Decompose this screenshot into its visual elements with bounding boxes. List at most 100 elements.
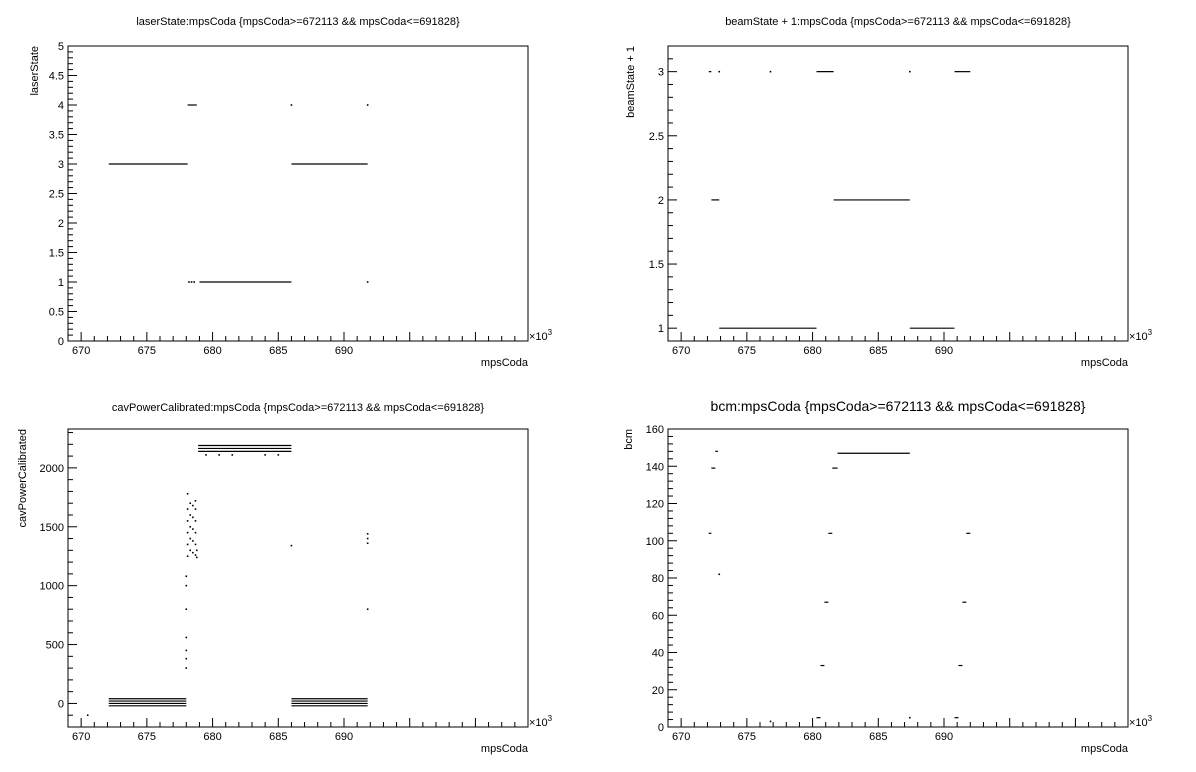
data-point [194, 554, 197, 556]
y-tick-label: 500 [46, 640, 64, 652]
y-axis-label: bcm [623, 429, 635, 450]
data-point [185, 584, 188, 587]
data-point [290, 544, 293, 547]
y-tick-label: 2.5 [649, 131, 664, 143]
data-point [192, 516, 194, 519]
data-point [188, 281, 190, 283]
panel-beamState: beamState + 1:mpsCoda {mpsCoda>=672113 &… [625, 16, 1153, 369]
data-point [189, 502, 192, 505]
y-tick-label: 160 [646, 424, 664, 436]
x-tick-label: 685 [869, 731, 887, 743]
data-point [189, 514, 192, 516]
y-axis-label: cavPowerCalibrated [17, 429, 29, 527]
x-axis-label: mpsCoda [481, 743, 529, 755]
x-tick-label: 685 [269, 345, 287, 357]
data-point [366, 533, 369, 535]
data-point [185, 575, 188, 578]
data-point [189, 525, 192, 528]
y-tick-label: 4.5 [49, 71, 64, 83]
x-tick-label: 670 [672, 345, 690, 357]
data-point [277, 454, 280, 456]
data-point [186, 543, 189, 546]
x-tick-label: 675 [738, 345, 756, 357]
chart-title: beamState + 1:mpsCoda {mpsCoda>=672113 &… [725, 16, 1071, 28]
data-point [186, 531, 189, 534]
y-axis-label: laserState [29, 46, 41, 96]
x-tick-label: 680 [203, 731, 221, 743]
y-tick-label: 20 [652, 685, 664, 697]
data-point [909, 70, 911, 73]
x-tick-label: 680 [203, 345, 221, 357]
x-tick-label: 685 [269, 731, 287, 743]
y-tick-label: 0 [58, 336, 64, 348]
chart-title: cavPowerCalibrated:mpsCoda {mpsCoda>=672… [112, 402, 485, 414]
y-tick-label: 2.5 [49, 189, 64, 201]
data-point [193, 281, 195, 283]
data-point [366, 608, 369, 611]
y-tick-label: 0 [658, 722, 664, 734]
y-tick-label: 140 [646, 461, 664, 473]
data-point [186, 520, 189, 522]
y-tick-label: 80 [652, 573, 664, 585]
chart-title: bcm:mpsCoda {mpsCoda>=672113 && mpsCoda<… [711, 398, 1086, 414]
data-point [192, 551, 194, 554]
data-point [366, 281, 369, 283]
data-point [86, 714, 89, 717]
y-tick-label: 1500 [40, 522, 64, 534]
data-point [189, 549, 192, 552]
data-point [366, 537, 369, 540]
chart-title: laserState:mpsCoda {mpsCoda>=672113 && m… [136, 16, 460, 28]
x-tick-label: 690 [935, 731, 953, 743]
data-point [185, 636, 188, 639]
data-point [185, 667, 188, 669]
x-tick-label: 690 [335, 731, 353, 743]
x-tick-label: 690 [935, 345, 953, 357]
data-point [190, 281, 193, 283]
data-point [909, 716, 911, 719]
data-point [231, 454, 234, 456]
data-point [194, 500, 197, 502]
data-point [194, 531, 197, 534]
data-point [194, 508, 197, 510]
x-tick-label: 690 [335, 345, 353, 357]
y-tick-label: 2 [58, 218, 64, 230]
x-exponent-label: ×103 [529, 714, 553, 729]
data-point [192, 504, 194, 507]
data-point [192, 528, 194, 530]
data-point [185, 649, 188, 652]
x-exponent-label: ×103 [1129, 328, 1153, 343]
y-tick-label: 2 [658, 195, 664, 207]
y-tick-label: 3 [658, 67, 664, 79]
data-point [366, 542, 369, 545]
data-point [186, 555, 189, 558]
y-tick-label: 0.5 [49, 307, 64, 319]
data-point [718, 70, 721, 73]
x-tick-label: 675 [138, 731, 156, 743]
data-point [185, 608, 188, 611]
data-point [196, 549, 198, 552]
x-tick-label: 670 [72, 731, 90, 743]
data-point [189, 537, 192, 540]
data-point [186, 492, 189, 495]
data-point [264, 454, 266, 456]
y-tick-label: 1.5 [649, 259, 664, 271]
y-tick-label: 4 [58, 100, 64, 112]
x-tick-label: 670 [72, 345, 90, 357]
x-tick-label: 675 [138, 345, 156, 357]
data-point [218, 454, 220, 456]
x-tick-label: 670 [672, 731, 690, 743]
x-tick-label: 680 [803, 345, 821, 357]
data-point [290, 104, 293, 106]
data-point [718, 573, 721, 576]
data-point [194, 520, 197, 522]
plot-frame [667, 45, 1129, 342]
x-axis-label: mpsCoda [1081, 357, 1129, 369]
x-exponent-label: ×103 [529, 328, 553, 343]
y-tick-label: 3 [58, 159, 64, 171]
data-point [769, 720, 772, 723]
x-axis-label: mpsCoda [481, 357, 529, 369]
y-tick-label: 0 [58, 698, 64, 710]
data-point [192, 540, 194, 542]
plot-frame [67, 428, 529, 728]
